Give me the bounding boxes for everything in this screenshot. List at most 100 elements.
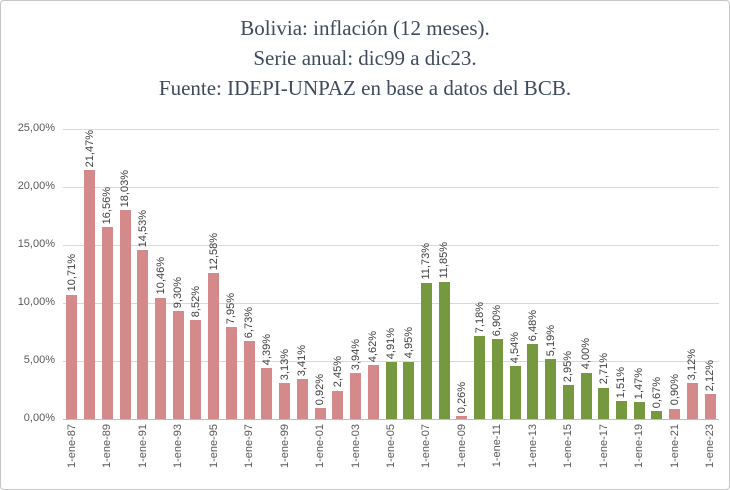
chart-title-line3: Fuente: IDEPI-UNPAZ en base a datos del … <box>158 76 572 100</box>
bar-value-label: 7,95% <box>225 292 238 324</box>
bar <box>84 169 96 419</box>
y-tick-label: 15,00% <box>17 238 55 250</box>
bar <box>137 250 149 419</box>
y-tick-label: 0,00% <box>23 412 55 424</box>
bar <box>350 373 362 419</box>
bar-value-label: 0,67% <box>650 377 663 409</box>
bar <box>243 340 255 419</box>
y-axis: 0,00% 5,00% 10,00% 15,00% 20,00% 25,00% <box>1 122 55 424</box>
bar <box>615 401 627 419</box>
x-axis-line <box>63 419 719 420</box>
bar-value-label: 4,91% <box>385 327 397 360</box>
x-tick-label: 1-ene-05 <box>385 424 397 469</box>
bar-value-label: 2,45% <box>331 356 344 388</box>
bar-value-label: 0,90% <box>668 374 681 406</box>
bar-value-label: 18,03% <box>119 169 132 207</box>
bar-value-label: 21,47% <box>83 129 96 167</box>
bar-value-label: 2,12% <box>704 360 717 392</box>
bar-value-label: 3,94% <box>349 339 362 371</box>
bar <box>261 368 273 419</box>
gridline <box>63 129 719 130</box>
bar-value-label: 0,26% <box>455 381 468 413</box>
bar-value-label: 1,51% <box>615 367 628 399</box>
y-tick-label: 10,00% <box>17 296 55 308</box>
chart-title: Bolivia: inflación (12 meses). Serie anu… <box>1 13 729 103</box>
bar <box>686 382 698 419</box>
bar-value-label: 7,18% <box>473 301 486 333</box>
bar <box>367 365 379 419</box>
x-tick-label: 1-ene-11 <box>491 424 504 468</box>
x-tick-label: 1-ene-03 <box>349 424 362 469</box>
x-tick-label: 1-ene-89 <box>101 424 114 469</box>
bar <box>332 390 344 419</box>
bar-value-label: 4,95% <box>402 327 415 359</box>
bar-value-label: 3,12% <box>686 348 699 380</box>
gridline <box>63 187 719 188</box>
bar-value-label: 3,41% <box>296 345 309 377</box>
bar <box>225 326 237 419</box>
bar-value-label: 3,13% <box>278 348 291 380</box>
x-tick-label: 1-ene-99 <box>278 424 291 469</box>
x-tick-label: 1-ene-91 <box>136 424 149 469</box>
x-tick-label: 1-ene-01 <box>314 424 327 469</box>
bar <box>403 361 415 419</box>
x-tick-label: 1-ene-19 <box>633 424 646 469</box>
bar-value-label: 4,00% <box>580 338 593 370</box>
x-tick-label: 1-ene-93 <box>172 424 185 469</box>
bar <box>456 415 468 419</box>
bar-value-label: 4,62% <box>367 331 380 363</box>
bar <box>633 401 645 419</box>
bar <box>279 382 291 419</box>
bar-value-label: 2,71% <box>597 353 610 385</box>
chart-title-line1: Bolivia: inflación (12 meses). <box>240 16 490 40</box>
bar <box>119 209 131 419</box>
bar-value-label: 11,85% <box>438 242 451 279</box>
bar-value-label: 16,56% <box>101 186 114 224</box>
x-tick-label: 1-ene-13 <box>526 424 539 469</box>
x-tick-label: 1-ene-15 <box>562 424 575 469</box>
bar <box>190 320 202 419</box>
bar <box>474 335 486 419</box>
bar <box>704 394 716 419</box>
bar <box>438 281 450 419</box>
x-tick-label: 1-ene-07 <box>420 424 433 469</box>
bar <box>545 358 557 419</box>
bar <box>296 379 308 419</box>
bar-value-label: 10,46% <box>154 257 167 295</box>
bar-value-label: 10,71% <box>65 254 78 292</box>
bar-value-label: 9,30% <box>172 276 185 309</box>
bar-value-label: 6,90% <box>491 304 504 336</box>
bar <box>580 372 592 419</box>
bar-value-label: 8,52% <box>189 285 202 318</box>
x-tick-label: 1-ene-87 <box>65 424 78 469</box>
x-tick-label: 1-ene-17 <box>597 424 610 469</box>
gridline <box>63 361 719 362</box>
y-tick-label: 25,00% <box>17 122 55 134</box>
plot-area: 10,71% 21,47% 16,56% 18,03% 14,53% 10,46% 9,30… <box>63 129 719 420</box>
bar-value-label: 4,54% <box>509 332 522 364</box>
bar <box>420 282 432 419</box>
bar-value-label: 6,73% <box>243 306 256 338</box>
bar-value-label: 5,19% <box>544 324 557 356</box>
bar-value-label: 14,53% <box>136 210 149 248</box>
bar-value-label: 0,92% <box>314 374 327 406</box>
gridline <box>63 245 719 246</box>
x-tick-label: 1-ene-95 <box>207 424 220 469</box>
bar <box>527 343 539 419</box>
bar <box>208 273 220 419</box>
bar <box>172 311 184 419</box>
bar-value-label: 1,47% <box>633 367 646 399</box>
bar <box>562 384 574 419</box>
bar-value-label: 4,39% <box>260 333 273 366</box>
bar-value-label: 12,58% <box>207 232 220 271</box>
gridline <box>63 303 719 304</box>
bar <box>314 408 326 419</box>
bar <box>101 226 113 419</box>
x-tick-label: 1-ene-09 <box>455 424 468 469</box>
y-tick-label: 20,00% <box>17 180 55 192</box>
bar <box>509 366 521 419</box>
bar-value-label: 2,95% <box>562 350 575 382</box>
bar <box>66 294 78 419</box>
bar <box>385 362 397 419</box>
